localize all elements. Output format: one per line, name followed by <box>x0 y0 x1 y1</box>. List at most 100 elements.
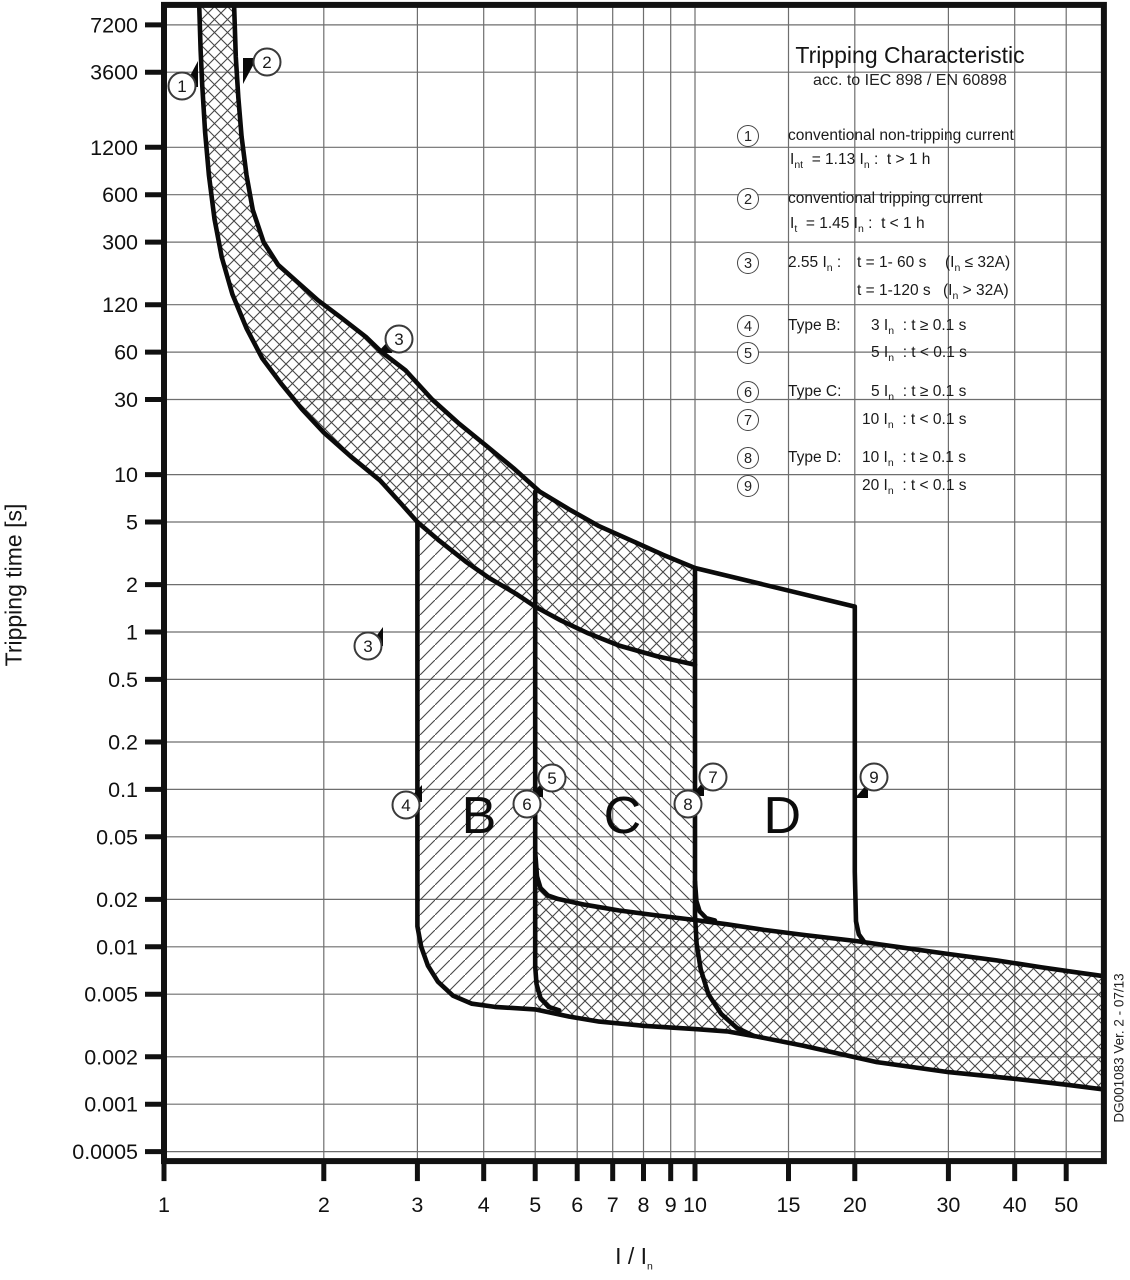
legend-item-text: t = 1-120 s <box>857 282 931 299</box>
curve-type-b-boundary-3In-and-instantaneous-lower <box>415 519 1107 1092</box>
marker-number-7: 7 <box>708 768 717 787</box>
legend-item-text: Type C: <box>788 383 842 400</box>
region-type-b-band <box>417 522 536 1010</box>
x-tick-label: 40 <box>1003 1193 1027 1217</box>
y-tick-label: 0.005 <box>84 983 138 1007</box>
legend-item-text: conventional tripping current <box>788 190 983 207</box>
curve-type-c-boundary-5In <box>532 489 562 1013</box>
curve-conventional-non-tripping-limit-1.13In <box>196 2 698 667</box>
marker-circle-6 <box>512 789 542 819</box>
x-tick-label: 7 <box>607 1193 619 1217</box>
marker-number-4: 4 <box>401 796 410 815</box>
legend-item-number: 8 <box>737 447 759 469</box>
marker-circle-2 <box>252 47 282 77</box>
marker-number-2: 2 <box>262 53 271 72</box>
region-thermal-tripping-band <box>199 4 695 665</box>
y-tick-label: 600 <box>102 183 138 207</box>
y-tick-label: 60 <box>114 341 138 365</box>
y-tick-label: 0.05 <box>96 825 138 849</box>
y-tick-label: 7200 <box>90 13 138 37</box>
marker-circle-8 <box>673 789 703 819</box>
zone-label-D: D <box>764 787 802 845</box>
legend-item-number: 1 <box>737 125 759 147</box>
marker-circle-4 <box>391 790 421 820</box>
y-tick-label: 0.1 <box>108 778 138 802</box>
x-tick-label: 50 <box>1054 1193 1078 1217</box>
x-tick-label: 4 <box>478 1193 490 1217</box>
y-axis-title: Tripping time [s] <box>0 503 27 667</box>
legend-item-number: 2 <box>737 188 759 210</box>
x-tick-label: 5 <box>529 1193 541 1217</box>
x-tick-label: 1 <box>158 1193 170 1217</box>
legend-item-text: 5 In : t ≥ 0.1 s <box>871 383 967 404</box>
chart-title: Tripping Characteristic <box>795 42 1025 68</box>
curve-instantaneous-upper-boundary <box>554 896 1107 979</box>
x-tick-label: 8 <box>638 1193 650 1217</box>
y-tick-label: 0.2 <box>108 731 138 755</box>
marker-circle-1 <box>167 71 197 101</box>
curve-conventional-tripping-limit-1.45In-and-typeD-top-20In <box>231 2 867 944</box>
y-tick-label: 0.0005 <box>72 1140 138 1164</box>
y-tick-label: 0.002 <box>84 1045 138 1069</box>
curve-type-d-10In-arc-to-band <box>692 879 718 923</box>
legend-item-text: Type B: <box>788 317 841 334</box>
legend-item-text: (In > 32A) <box>943 282 1009 303</box>
legend-item-text: Int = 1.13 In : t > 1 h <box>790 151 931 172</box>
x-tick-label: 15 <box>777 1193 801 1217</box>
y-tick-label: 1 <box>126 621 138 645</box>
y-tick-label: 10 <box>114 463 138 487</box>
y-tick-label: 300 <box>102 231 138 255</box>
marker-circle-3 <box>384 324 414 354</box>
legend-item-text: It = 1.45 In : t < 1 h <box>790 215 925 236</box>
legend: 1 conventional non-tripping current Int = … <box>0 0 1130 520</box>
legend-item-number: 6 <box>737 381 759 403</box>
marker-circle-7 <box>698 762 728 792</box>
legend-item-number: 4 <box>737 315 759 337</box>
x-tick-label: 6 <box>571 1193 583 1217</box>
y-tick-label: 2 <box>126 573 138 597</box>
y-tick-label: 5 <box>126 511 138 535</box>
marker-circle-3 <box>353 631 383 661</box>
legend-item-text: (In ≤ 32A) <box>945 254 1011 275</box>
legend-item-text: Type D: <box>788 449 842 466</box>
x-axis-title: I / In <box>615 1243 653 1273</box>
y-tick-label: 0.001 <box>84 1093 138 1117</box>
marker-number-5: 5 <box>547 769 556 788</box>
y-tick-label: 30 <box>114 388 138 412</box>
marker-number-8: 8 <box>683 795 692 814</box>
legend-item-text: 2.55 In : <box>788 254 842 275</box>
y-tick-label: 1200 <box>90 136 138 160</box>
legend-item-number: 7 <box>737 409 759 431</box>
zone-label-C: C <box>604 787 642 845</box>
x-tick-label: 9 <box>665 1193 677 1217</box>
marker-number-1: 1 <box>177 77 186 96</box>
doc-number: DG001083 Ver. 2 - 07/13 <box>1111 973 1127 1123</box>
legend-item-number: 3 <box>737 252 759 274</box>
legend-item-number: 5 <box>737 342 759 364</box>
x-tick-label: 2 <box>318 1193 330 1217</box>
legend-item-text: 10 In : t ≥ 0.1 s <box>862 449 966 470</box>
legend-item-text: 10 In : t < 0.1 s <box>862 411 967 432</box>
legend-item-text: t = 1- 60 s <box>857 254 927 271</box>
x-tick-label: 20 <box>843 1193 867 1217</box>
x-tick-label: 3 <box>411 1193 423 1217</box>
legend-item-text: 3 In : t ≥ 0.1 s <box>871 317 967 338</box>
y-tick-label: 0.02 <box>96 888 138 912</box>
zone-label-B: B <box>462 787 497 845</box>
curve-type-c-5In-arc-to-band <box>532 849 560 901</box>
x-tick-label: 10 <box>683 1193 707 1217</box>
region-instantaneous-tripping-band <box>535 852 1104 1090</box>
marker-circle-5 <box>537 763 567 793</box>
y-tick-label: 0.01 <box>96 935 138 959</box>
x-tick-label: 30 <box>936 1193 960 1217</box>
marker-circle-9 <box>859 762 889 792</box>
y-tick-label: 0.5 <box>108 668 138 692</box>
legend-item-number: 9 <box>737 475 759 497</box>
legend-item-text: 5 In : t < 0.1 s <box>871 344 967 365</box>
marker-number-3: 3 <box>394 330 403 349</box>
chart-subtitle: acc. to IEC 898 / EN 60898 <box>813 72 1007 89</box>
legend-item-text: 20 In : t < 0.1 s <box>862 477 967 498</box>
marker-number-9: 9 <box>869 768 878 787</box>
